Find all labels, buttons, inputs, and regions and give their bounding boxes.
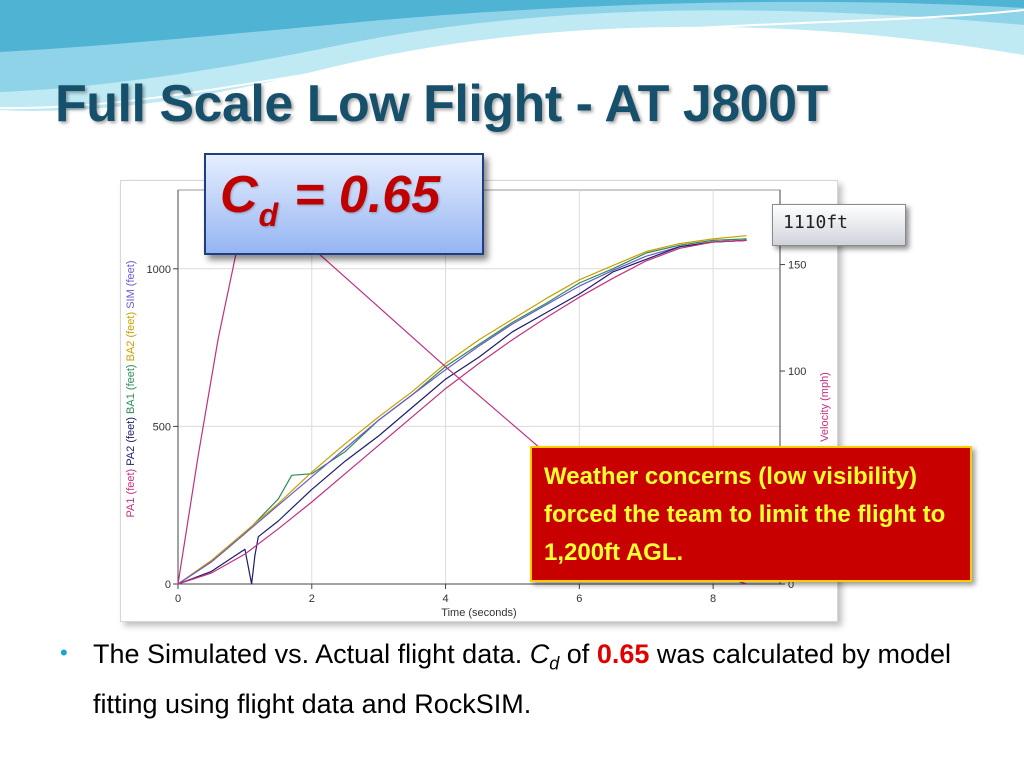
caption-cd-symbol: C	[529, 639, 550, 669]
bullet-icon: •	[60, 640, 68, 665]
x-tick-label: 8	[710, 593, 716, 605]
drag-coefficient-box: Cd = 0.65	[204, 153, 484, 255]
x-tick-label: 4	[442, 593, 448, 605]
y-tick-left-label: 1000	[147, 264, 171, 276]
y-axis-left-label-part: SIM (feet)	[125, 261, 137, 312]
cd-value: = 0.65	[294, 166, 441, 224]
series-line-3	[177, 239, 747, 585]
caption-bullet: • The Simulated vs. Actual flight data. …	[60, 634, 990, 725]
slide-title: Full Scale Low Flight - AT J800T	[55, 75, 828, 133]
x-axis-label: Time (seconds)	[441, 607, 516, 619]
y-tick-left-label: 500	[153, 421, 171, 433]
caption-cd-subscript: d	[549, 653, 560, 674]
chart-axes	[173, 190, 785, 589]
y-tick-left-label: 0	[165, 579, 171, 591]
caption-cd-value: 0.65	[596, 639, 650, 669]
series-line-4	[177, 239, 747, 585]
y-axis-left-label-part: BA1 (feet)	[125, 364, 137, 417]
y-axis-left-label-part: PA1 (feet)	[125, 469, 137, 518]
header-wave-decoration	[0, 0, 1024, 111]
max-altitude-label: 1110ft	[772, 204, 906, 246]
caption-part3: was calculated by model fitting using fl…	[93, 639, 952, 720]
y-axis-right-label: Velocity (mph)	[819, 372, 831, 442]
x-tick-label: 2	[309, 593, 315, 605]
wave-line	[0, 9, 1024, 110]
x-tick-label: 6	[576, 593, 582, 605]
cd-subscript: d	[258, 197, 279, 233]
series-line-2	[177, 235, 747, 585]
x-tick-label: 0	[175, 593, 181, 605]
caption-part1: The Simulated vs. Actual flight data.	[93, 639, 523, 669]
y-axis-left-label-part: PA2 (feet)	[125, 417, 137, 469]
y-axis-left-label-part: BA2 (feet)	[125, 312, 137, 365]
y-axis-left-label: PA1 (feet) PA2 (feet) BA1 (feet) BA2 (fe…	[125, 261, 137, 518]
series-line-5	[177, 239, 747, 585]
y-tick-right-label: 0	[788, 579, 794, 591]
caption-part2: of	[566, 639, 590, 669]
weather-note-box: Weather concerns (low visibility) forced…	[530, 446, 972, 582]
cd-symbol: C	[220, 166, 258, 224]
y-tick-right-label: 150	[788, 260, 806, 272]
wave-dark	[0, 0, 1024, 52]
y-tick-right-label: 100	[788, 366, 806, 378]
